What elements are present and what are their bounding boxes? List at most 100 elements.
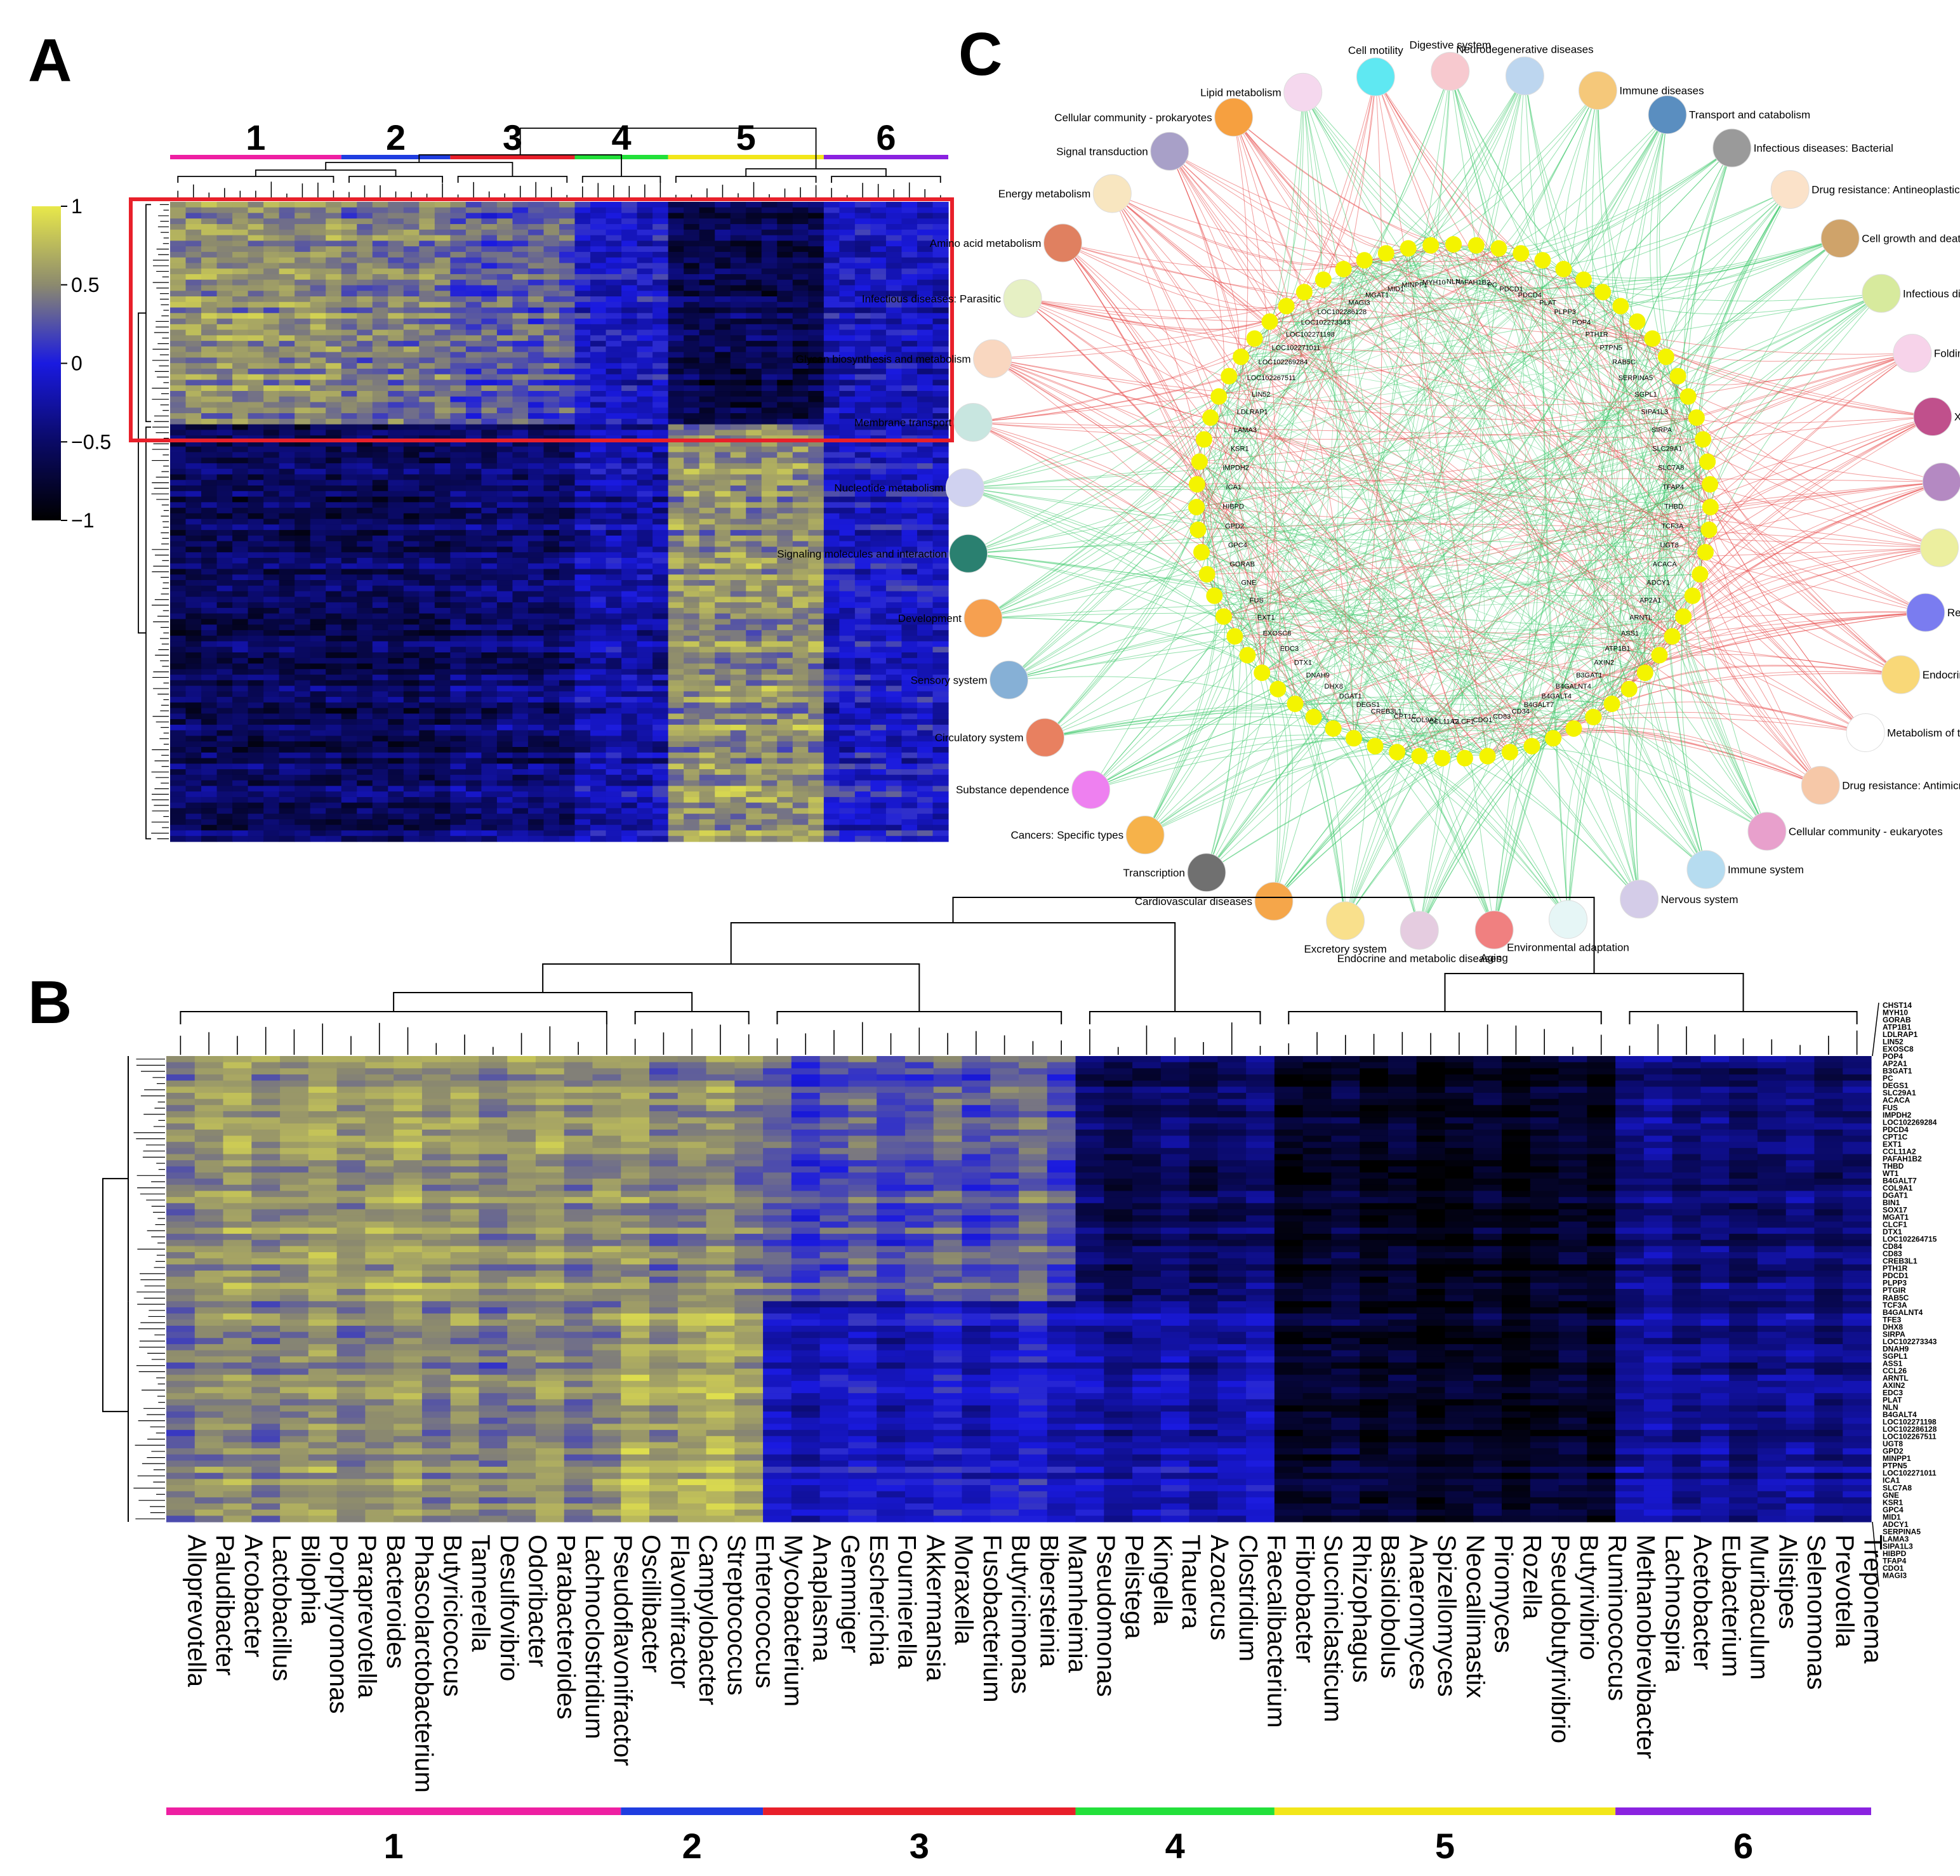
heatmap-cell <box>823 207 840 214</box>
heatmap-cell <box>637 402 653 408</box>
heatmap-cell <box>232 402 249 408</box>
heatmap-cell <box>606 207 622 214</box>
heatmap-cell <box>839 580 856 586</box>
heatmap-cell <box>621 296 638 303</box>
heatmap-cell <box>295 229 311 236</box>
heatmap-cell <box>823 630 840 637</box>
heatmap-cell <box>465 413 482 419</box>
heatmap-cell <box>746 535 762 542</box>
heatmap-cell <box>185 268 202 275</box>
heatmap-cell <box>808 396 824 403</box>
heatmap-cell <box>761 641 778 647</box>
heatmap-cell <box>481 585 498 592</box>
heatmap-cell <box>295 452 311 458</box>
heatmap-cell <box>808 285 824 291</box>
heatmap-cell <box>590 607 607 614</box>
heatmap-cell <box>606 296 622 303</box>
heatmap-cell <box>730 730 746 737</box>
heatmap-cell <box>372 229 388 236</box>
heatmap-cell <box>419 641 435 647</box>
heatmap-cell <box>419 319 435 325</box>
heatmap-cell <box>823 519 840 525</box>
heatmap-cell <box>808 274 824 281</box>
heatmap-cell <box>403 602 420 609</box>
heatmap-cell <box>185 202 202 208</box>
heatmap-cell <box>792 557 809 564</box>
heatmap-cell <box>932 607 949 614</box>
heatmap-cell <box>917 468 934 475</box>
heatmap-cell <box>590 652 607 659</box>
heatmap-cell <box>808 463 824 470</box>
heatmap-cell <box>574 557 591 564</box>
heatmap-cell <box>559 719 576 725</box>
heatmap-cell <box>668 580 684 586</box>
heatmap-cell <box>839 713 856 720</box>
heatmap-cell <box>279 202 295 208</box>
heatmap-cell <box>403 430 420 436</box>
heatmap-cell <box>761 624 778 631</box>
heatmap-cell <box>185 357 202 364</box>
heatmap-cell <box>527 541 545 548</box>
heatmap-cell <box>434 574 451 581</box>
heatmap-cell <box>870 607 887 614</box>
heatmap-cell <box>403 329 420 336</box>
heatmap-cell <box>746 396 762 403</box>
heatmap-cell <box>870 569 887 575</box>
heatmap-cell <box>496 263 513 269</box>
heatmap-cell <box>434 630 451 637</box>
heatmap-cell <box>761 274 778 281</box>
heatmap-cell <box>777 468 793 475</box>
heatmap-cell <box>248 724 264 731</box>
heatmap-cell <box>885 402 903 408</box>
heatmap-cell <box>808 691 824 697</box>
heatmap-cell <box>341 619 357 625</box>
heatmap-cell <box>574 446 591 453</box>
heatmap-cell <box>606 202 622 208</box>
heatmap-cell <box>746 708 762 714</box>
heatmap-cell <box>403 291 420 297</box>
heatmap-cell <box>326 218 342 225</box>
heatmap-cell <box>496 724 513 731</box>
heatmap-cell <box>621 246 638 253</box>
heatmap-cell <box>746 313 762 319</box>
heatmap-cell <box>792 463 809 470</box>
heatmap-cell <box>777 569 793 575</box>
heatmap-cell <box>512 380 529 386</box>
heatmap-cell <box>885 407 903 414</box>
heatmap-cell <box>730 486 746 492</box>
heatmap-cell <box>216 335 233 341</box>
heatmap-cell <box>854 346 871 353</box>
heatmap-cell <box>590 685 607 692</box>
heatmap-cell <box>403 440 420 447</box>
heatmap-cell <box>761 597 778 603</box>
heatmap-cell <box>854 435 871 442</box>
heatmap-cell <box>870 713 887 720</box>
heatmap-cell <box>839 291 856 297</box>
heatmap-cell <box>870 368 887 375</box>
heatmap-cell <box>496 391 513 397</box>
heatmap-cell <box>512 641 529 647</box>
heatmap-cell <box>699 708 715 714</box>
heatmap-cell <box>792 697 809 703</box>
heatmap-cell <box>761 675 778 681</box>
heatmap-cell <box>185 563 202 570</box>
heatmap-cell <box>668 202 684 208</box>
heatmap-cell <box>854 563 871 570</box>
heatmap-cell <box>854 652 871 659</box>
heatmap-cell <box>870 657 887 664</box>
heatmap-cell <box>621 229 638 236</box>
heatmap-cell <box>854 363 871 369</box>
heatmap-cell <box>310 691 326 697</box>
heatmap-cell <box>746 257 762 264</box>
heatmap-cell <box>465 296 482 303</box>
heatmap-cell <box>932 657 949 664</box>
heatmap-cell <box>248 279 264 286</box>
heatmap-cell <box>388 591 404 597</box>
heatmap-cell <box>512 724 529 731</box>
heatmap-cell <box>823 396 840 403</box>
heatmap-cell <box>543 535 560 542</box>
heatmap-cell <box>574 530 591 536</box>
heatmap-cell <box>450 402 467 408</box>
heatmap-cell <box>185 574 202 581</box>
heatmap-cell <box>699 557 715 564</box>
